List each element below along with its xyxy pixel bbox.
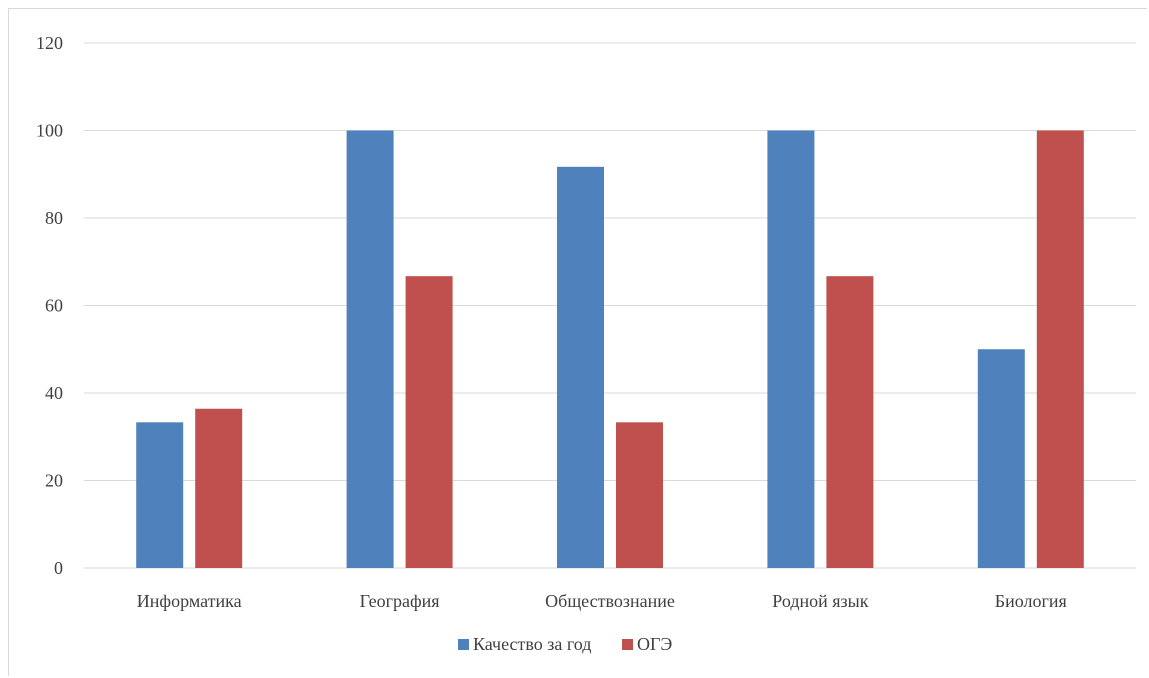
y-tick-label: 40 bbox=[45, 383, 63, 403]
legend-swatch bbox=[622, 639, 633, 650]
x-category-label: Обществознание bbox=[545, 591, 675, 611]
bar-series-2 bbox=[195, 408, 243, 568]
bar-series-1 bbox=[557, 166, 604, 568]
y-tick-label: 100 bbox=[36, 121, 63, 141]
bar-series-1 bbox=[767, 130, 815, 568]
y-tick-label: 120 bbox=[36, 33, 63, 53]
bars bbox=[136, 130, 1084, 568]
x-category-label: Информатика bbox=[137, 591, 242, 611]
y-tick-label: 60 bbox=[45, 296, 63, 316]
legend-swatch bbox=[458, 639, 469, 650]
bar-series-2 bbox=[405, 276, 453, 568]
x-category-label: Биология bbox=[995, 591, 1067, 611]
x-axis-categories: Информатика География Обществознание Родной… bbox=[137, 591, 1067, 611]
bar-series-2 bbox=[616, 422, 663, 568]
x-category-label: Родной язык bbox=[772, 591, 868, 611]
bar-series-1 bbox=[136, 422, 184, 568]
y-tick-label: 0 bbox=[54, 558, 63, 578]
bar-chart: 0 20 40 60 80 100 120 Информатика География Обще… bbox=[36, 33, 1136, 654]
bar-series-1 bbox=[977, 349, 1025, 568]
bar-series-2 bbox=[826, 276, 874, 568]
gridlines bbox=[84, 42, 1136, 569]
x-category-label: География bbox=[360, 591, 440, 611]
legend: Качество за год ОГЭ bbox=[458, 634, 672, 654]
y-axis-ticks: 0 20 40 60 80 100 120 bbox=[36, 33, 63, 578]
legend-label: ОГЭ bbox=[637, 634, 672, 654]
bar-series-2 bbox=[1036, 130, 1084, 568]
bar-series-1 bbox=[346, 130, 394, 568]
y-tick-label: 80 bbox=[45, 208, 63, 228]
legend-label: Качество за год bbox=[473, 634, 591, 654]
y-tick-label: 20 bbox=[45, 471, 63, 491]
chart-area: 0 20 40 60 80 100 120 Информатика География Обще… bbox=[8, 8, 1147, 676]
